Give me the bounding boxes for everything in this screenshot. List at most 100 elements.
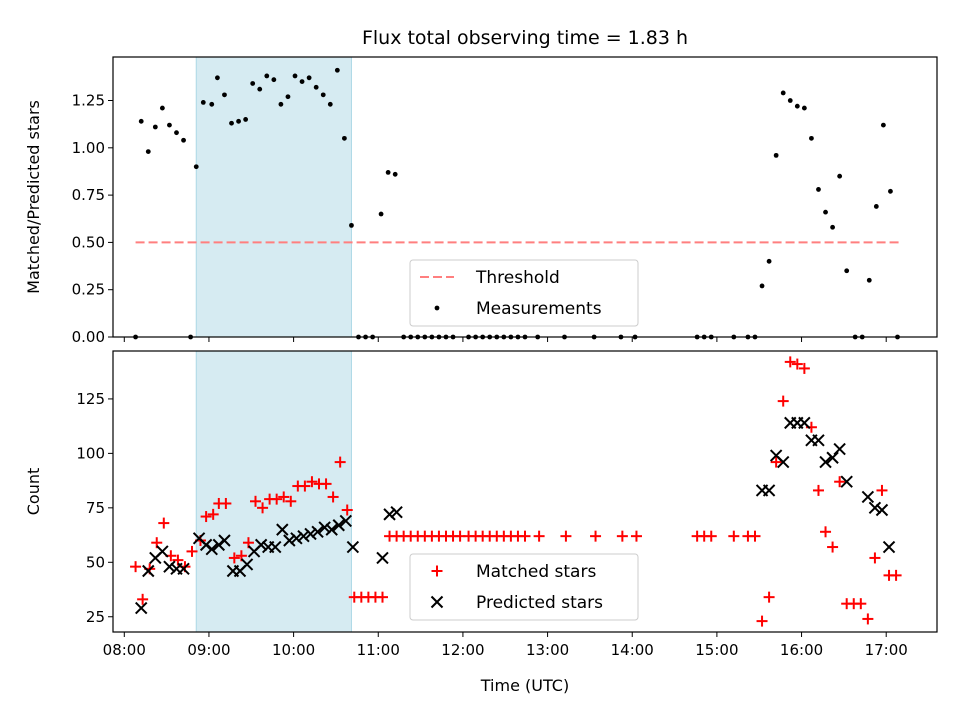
data-point <box>590 530 602 542</box>
y-tick-label: 0.00 <box>72 328 105 346</box>
y-tick-label: 125 <box>76 390 105 408</box>
legend-label: Matched stars <box>476 562 596 582</box>
x-tick-label: 16:00 <box>780 641 823 659</box>
data-point <box>341 504 353 516</box>
data-point <box>145 149 151 154</box>
data-point-b <box>346 540 360 554</box>
data-point-b <box>833 442 846 456</box>
data-point <box>306 476 318 488</box>
legend-box <box>409 259 639 327</box>
data-point-b <box>882 540 896 554</box>
data-point <box>159 105 165 111</box>
data-point-b <box>276 523 289 536</box>
data-point-b <box>240 558 254 571</box>
data-point <box>780 90 786 96</box>
data-point-b <box>826 451 839 464</box>
data-point <box>812 434 825 447</box>
data-point <box>773 152 779 158</box>
data-point <box>278 101 284 107</box>
x-tick-label: 15:00 <box>695 641 738 659</box>
data-point <box>383 508 396 521</box>
data-point-b <box>339 514 353 528</box>
data-point <box>798 416 811 430</box>
data-point <box>318 521 331 534</box>
data-point <box>823 209 828 215</box>
data-point <box>880 122 886 128</box>
highlight-span <box>195 350 352 633</box>
data-point <box>215 75 220 81</box>
data-point <box>376 551 389 565</box>
data-point <box>776 455 790 469</box>
data-point <box>798 362 810 374</box>
legend-swatch <box>431 565 443 577</box>
data-point <box>137 593 149 605</box>
x-tick-label: 12:00 <box>441 641 484 659</box>
data-point-b <box>192 532 206 545</box>
data-point <box>254 538 268 552</box>
data-point <box>271 493 283 505</box>
data-point <box>311 525 324 539</box>
data-point <box>812 484 824 496</box>
data-point <box>250 495 262 507</box>
data-point <box>142 564 155 578</box>
x-tick-label: 13:00 <box>526 641 569 659</box>
data-point <box>186 545 198 557</box>
x-tick-label: 17:00 <box>865 641 908 659</box>
data-point <box>349 222 354 228</box>
data-point <box>766 258 772 264</box>
data-point-b <box>205 543 218 556</box>
data-point <box>869 552 881 564</box>
data-point <box>297 529 310 543</box>
data-point-b <box>776 455 790 469</box>
top-panel: 0.00 0.25 0.50 0.75 1.00 1.25 Flux total obser… <box>24 27 938 346</box>
y-tick-label: 0.25 <box>72 281 105 299</box>
x-tick-label: 10:00 <box>272 641 315 659</box>
data-point <box>791 358 803 370</box>
data-point <box>299 480 311 492</box>
legend-box <box>409 553 639 621</box>
legend: Threshold Measurements <box>409 259 639 327</box>
data-point <box>135 601 148 615</box>
data-point <box>156 545 169 558</box>
data-point <box>855 598 867 610</box>
data-point <box>770 456 782 468</box>
data-point-b <box>332 519 345 532</box>
data-point <box>827 541 839 553</box>
data-point <box>840 475 853 488</box>
data-point <box>630 530 642 542</box>
x-tick-label: 09:00 <box>187 641 230 659</box>
data-point <box>325 523 338 536</box>
x-axis-label: Time (UTC) <box>480 676 569 695</box>
data-point <box>320 92 326 98</box>
data-point-b <box>304 527 317 541</box>
data-point <box>392 171 398 177</box>
data-point <box>862 613 874 625</box>
data-point-b <box>311 525 324 539</box>
y-tick-label: 1.25 <box>72 92 105 110</box>
series-predicted-stars <box>135 416 896 615</box>
data-point <box>819 455 832 469</box>
data-point <box>749 530 761 542</box>
data-point <box>181 137 186 143</box>
y-tick-label: 0.75 <box>72 186 105 204</box>
data-point <box>327 491 339 503</box>
data-point-b <box>868 501 882 515</box>
data-point-b <box>218 534 231 547</box>
data-point <box>866 277 872 283</box>
data-point-b <box>762 484 776 497</box>
data-point <box>257 86 263 92</box>
data-point <box>837 173 843 179</box>
data-point <box>222 92 227 98</box>
data-point <box>209 101 215 107</box>
data-point <box>830 224 835 230</box>
plot-frame <box>112 56 938 338</box>
data-point <box>257 502 269 514</box>
y-tick-label: 100 <box>76 444 105 462</box>
data-point <box>200 511 212 523</box>
data-point-b <box>861 490 875 504</box>
legend-swatch <box>434 305 440 311</box>
data-point <box>861 490 875 504</box>
data-point <box>130 561 142 573</box>
data-point-b <box>769 449 783 462</box>
data-point <box>705 530 717 542</box>
